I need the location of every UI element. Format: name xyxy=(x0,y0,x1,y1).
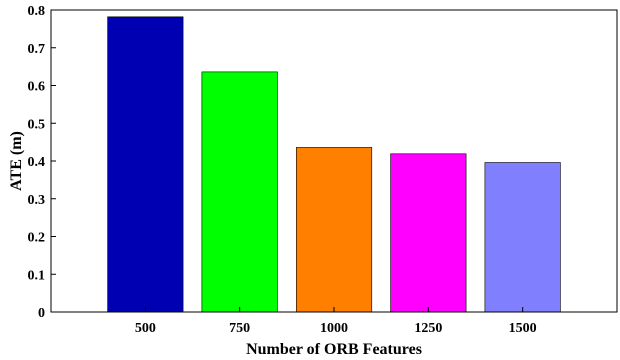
y-ticks-group: 0 0.1 0.2 0.3 0.4 0.5 0.6 0.7 0.8 xyxy=(28,4,56,321)
bars-group xyxy=(107,16,561,313)
x-tick-label: 1250 xyxy=(414,321,442,336)
x-tick-label: 1000 xyxy=(320,321,348,336)
bar-1500 xyxy=(484,162,561,313)
x-axis-label: Number of ORB Features xyxy=(246,341,422,358)
y-tick-label: 0.4 xyxy=(28,155,46,170)
y-tick-label: 0.1 xyxy=(28,268,46,283)
y-tick-label: 0 xyxy=(38,306,45,321)
plot-frame xyxy=(50,9,618,313)
x-tick-label: 500 xyxy=(135,321,156,336)
x-tick-label: 750 xyxy=(229,321,250,336)
y-tick-label: 0.6 xyxy=(28,80,46,95)
x-ticks-group: 500 750 1000 1250 1500 xyxy=(135,307,537,336)
y-tick-label: 0.7 xyxy=(28,42,46,57)
y-tick-label: 0.3 xyxy=(28,193,46,208)
y-axis-label: ATE (m) xyxy=(8,131,25,191)
bar-750 xyxy=(201,71,278,313)
y-tick-label: 0.5 xyxy=(28,117,46,132)
y-tick-label: 0.2 xyxy=(28,231,46,246)
bar-500 xyxy=(107,16,184,313)
x-tick-label: 1500 xyxy=(509,321,537,336)
bar-1250 xyxy=(390,153,467,313)
y-tick-label: 0.8 xyxy=(28,4,46,19)
bar-1000 xyxy=(295,147,373,313)
